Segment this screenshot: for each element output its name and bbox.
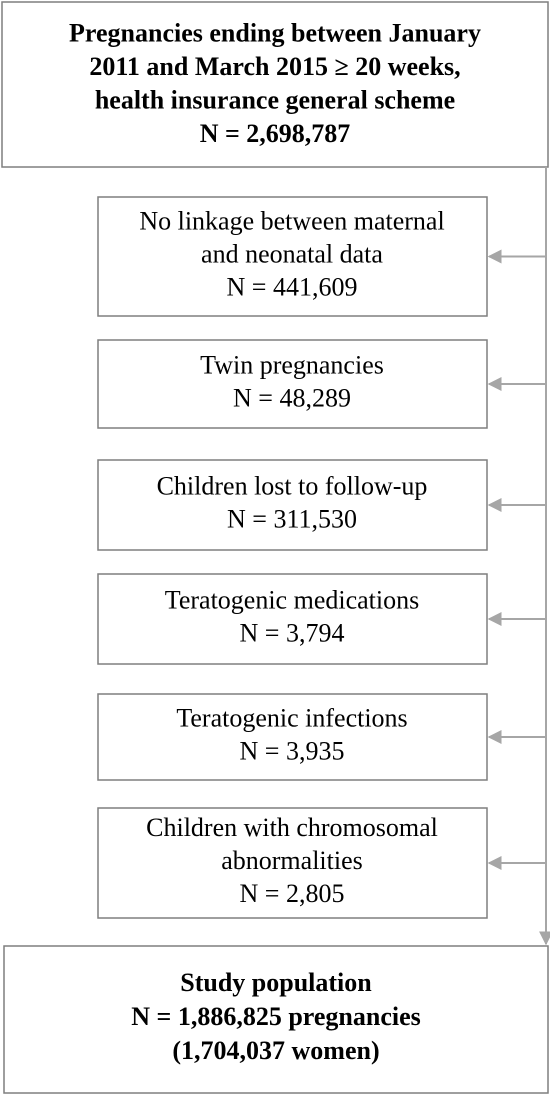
box-text: 2011 and March 2015 ≥ 20 weeks, [89,52,460,81]
top-box [1,1,549,168]
box-text: N = 2,805 [240,879,345,908]
box-text: health insurance general scheme [95,86,455,115]
box-text: Twin pregnancies [200,350,384,379]
bottom-box [3,945,549,1094]
box-text: Pregnancies ending between January [69,19,481,48]
box-text: N = 311,530 [227,504,357,533]
box-text: N = 1,886,825 pregnancies [131,1002,421,1031]
box-text: Teratogenic infections [176,703,407,732]
box-text: N = 3,935 [240,736,345,765]
box-text: Children with chromosomal [146,813,438,842]
box-text: Children lost to follow-up [157,471,428,500]
exclusion-box [97,693,488,781]
exclusion-box [97,339,488,429]
box-text: N = 48,289 [233,383,351,412]
box-text: No linkage between maternal [139,206,444,235]
box-text: N = 441,609 [227,272,358,301]
box-text: Study population [180,968,372,997]
exclusion-box [97,807,488,919]
box-text: (1,704,037 women) [172,1036,379,1065]
box-text: N = 2,698,787 [200,119,351,148]
box-text: N = 3,794 [240,618,345,647]
box-text: abnormalities [221,846,363,875]
exclusion-box [97,196,488,317]
box-text: Teratogenic medications [165,585,419,614]
exclusion-box [97,573,488,665]
exclusion-box [97,459,488,551]
box-text: and neonatal data [201,239,383,268]
